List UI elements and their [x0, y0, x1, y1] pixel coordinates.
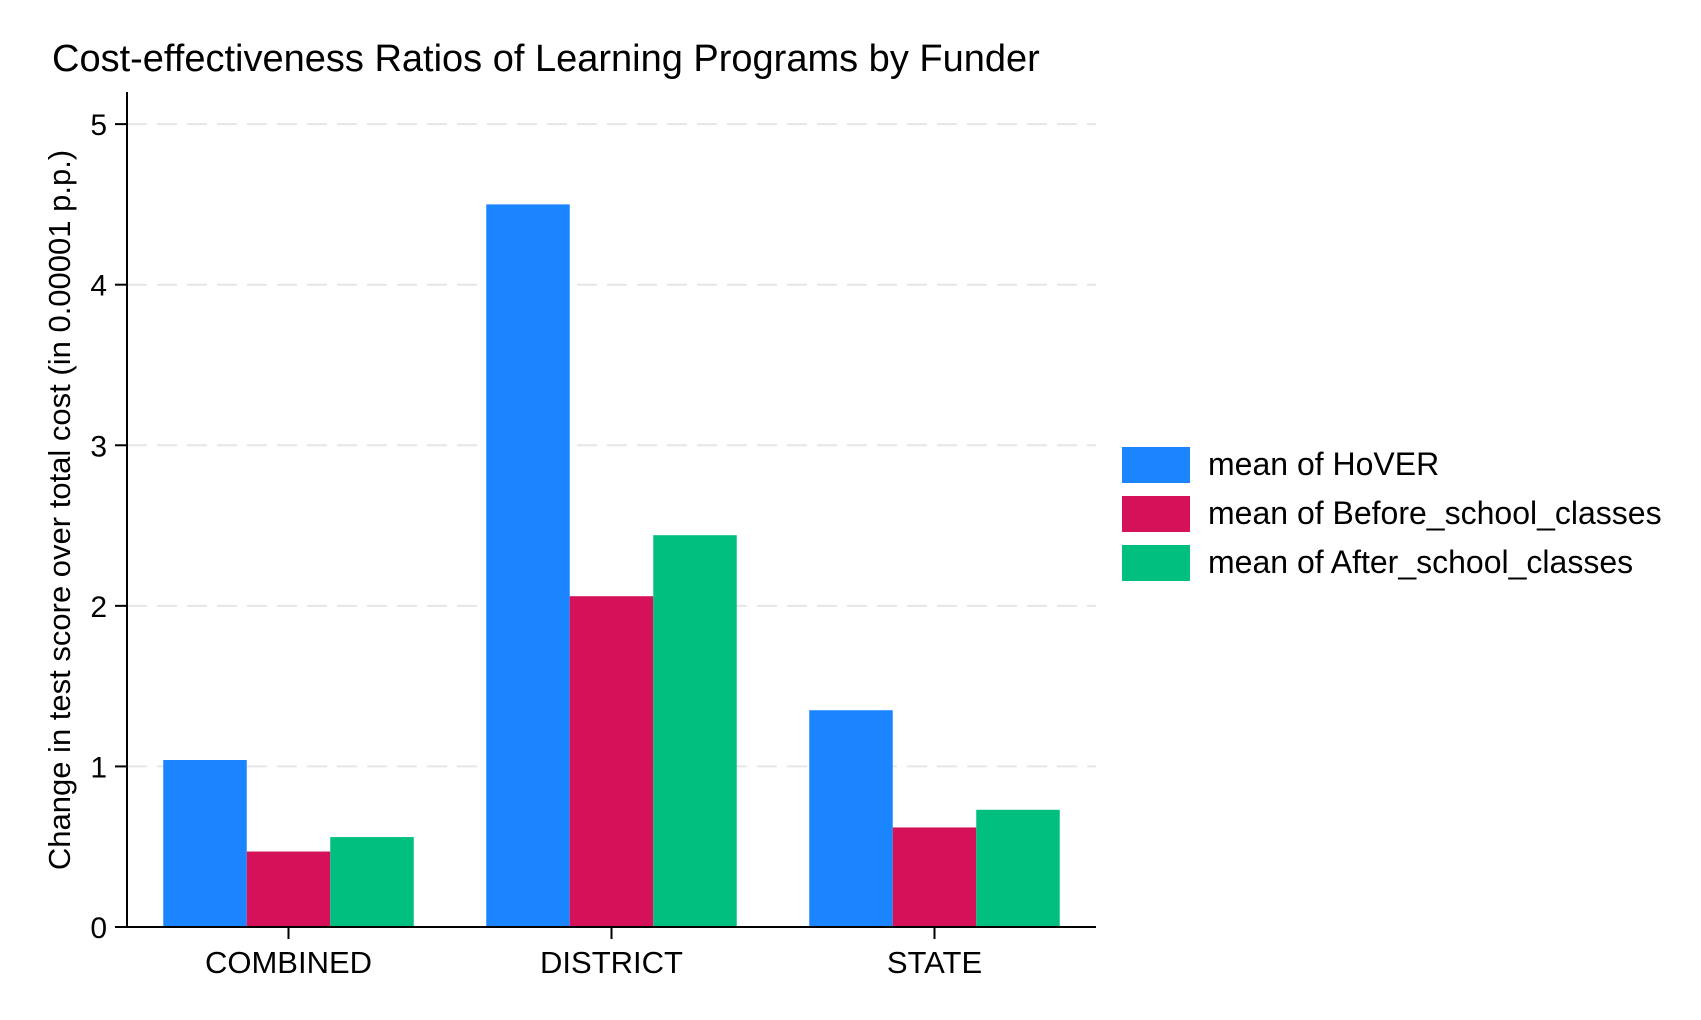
- y-axis-label: Change in test score over total cost (in…: [42, 149, 77, 871]
- y-axis-ticks: 0 1 2 3 4 5: [90, 109, 127, 945]
- legend-item: mean of After_school_classes: [1122, 538, 1662, 587]
- x-tick-label: DISTRICT: [540, 945, 683, 980]
- chart-title: Cost-effectiveness Ratios of Learning Pr…: [52, 38, 1040, 80]
- bar-district-3: [653, 535, 737, 927]
- legend-swatch: [1122, 495, 1190, 532]
- bar-district-1: [486, 204, 570, 928]
- x-tick-label: COMBINED: [205, 945, 372, 980]
- y-tick-label: 2: [90, 591, 107, 624]
- legend-item: mean of HoVER: [1122, 440, 1662, 489]
- y-tick-label: 1: [90, 751, 107, 784]
- bar-combined-2: [246, 851, 331, 927]
- legend-item: mean of Before_school_classes: [1122, 489, 1662, 538]
- bar-state-3: [976, 809, 1060, 927]
- y-tick-label: 0: [90, 912, 107, 945]
- legend: mean of HoVER mean of Before_school_class…: [1122, 440, 1662, 587]
- legend-swatch: [1122, 446, 1190, 483]
- x-tick-label: STATE: [887, 945, 982, 980]
- y-tick-label: 4: [90, 270, 107, 303]
- bars: [163, 204, 1060, 928]
- bar-state-1: [809, 710, 893, 927]
- legend-swatch: [1122, 544, 1190, 581]
- bar-combined-3: [330, 837, 414, 927]
- legend-label: mean of Before_school_classes: [1208, 495, 1662, 531]
- y-tick-label: 5: [90, 109, 107, 142]
- bar-district-2: [569, 596, 654, 927]
- x-axis-ticks: COMBINED DISTRICT STATE: [205, 927, 982, 980]
- y-tick-label: 3: [90, 430, 107, 463]
- legend-label: mean of After_school_classes: [1208, 544, 1634, 580]
- bar-combined-1: [163, 760, 247, 927]
- bar-state-2: [892, 827, 977, 927]
- legend-label: mean of HoVER: [1208, 446, 1440, 482]
